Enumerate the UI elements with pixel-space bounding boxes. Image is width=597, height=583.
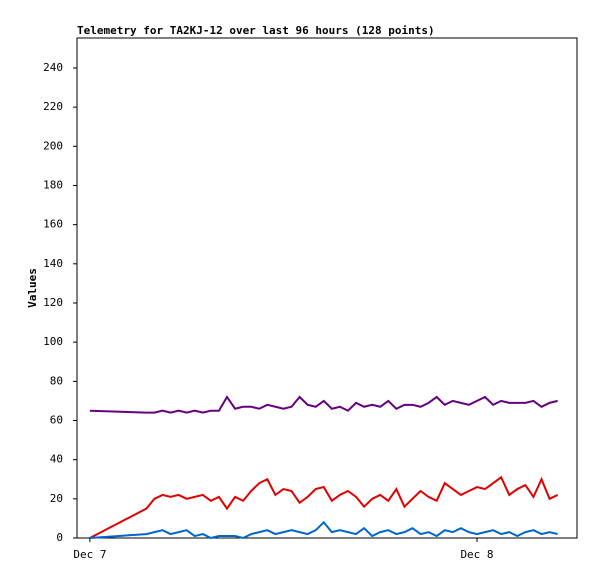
y-tick-label: 140 [43, 257, 63, 270]
x-tick-label: Dec 8 [460, 548, 493, 561]
y-tick-label: 160 [43, 218, 63, 231]
y-tick-label: 220 [43, 100, 63, 113]
y-tick-label: 40 [50, 453, 63, 466]
y-axis-label: Values [26, 268, 39, 308]
y-tick-label: 180 [43, 178, 63, 191]
y-tick-label: 80 [50, 374, 63, 387]
y-tick-label: 20 [50, 492, 63, 505]
series-line [89, 520, 558, 540]
y-tick-label: 0 [56, 531, 63, 544]
y-tick-label: 100 [43, 335, 63, 348]
y-tick-label: 240 [43, 61, 63, 74]
plot-frame [76, 37, 578, 539]
x-tick-label: Dec 7 [73, 548, 106, 561]
y-tick-label: 120 [43, 296, 63, 309]
series-line [89, 395, 558, 414]
y-tick-label: 60 [50, 413, 63, 426]
y-tick-label: 200 [43, 139, 63, 152]
series-line [89, 475, 559, 539]
chart-title: Telemetry for TA2KJ-12 over last 96 hour… [77, 24, 435, 37]
